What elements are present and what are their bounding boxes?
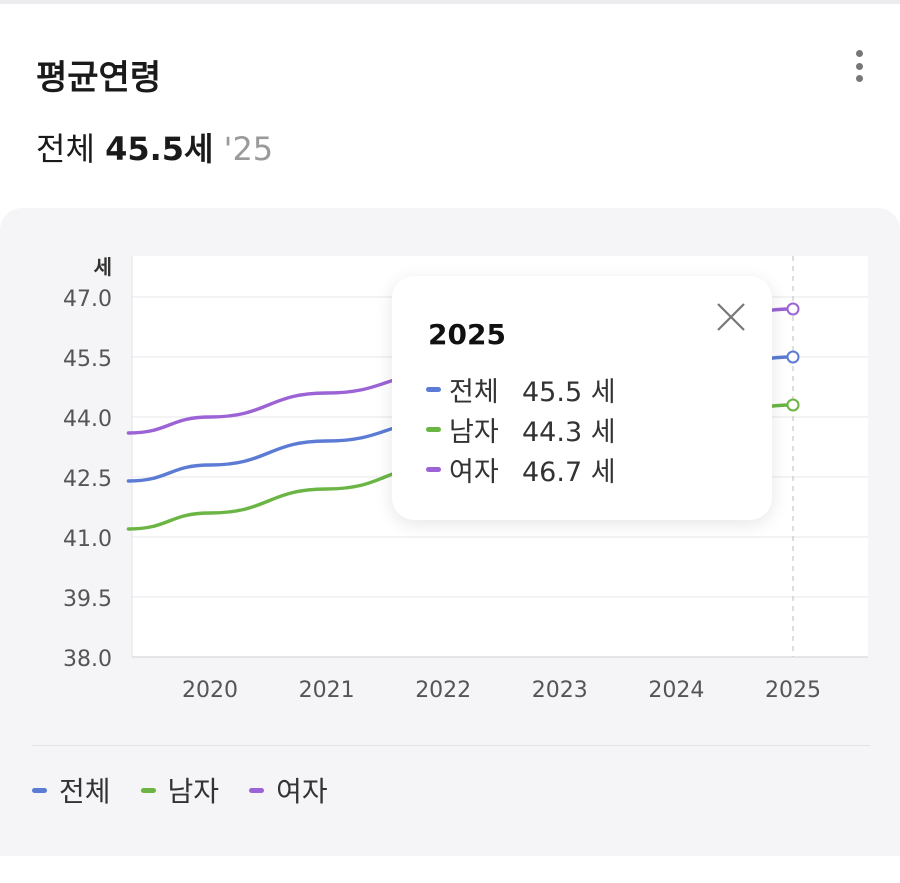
summary: 전체 45.5세 '25 bbox=[36, 124, 273, 170]
series-point bbox=[786, 302, 800, 316]
tooltip-swatch bbox=[426, 427, 441, 432]
tooltip-row-value: 46.7 세 bbox=[522, 457, 616, 488]
summary-year: '25 bbox=[223, 130, 274, 168]
legend-label: 여자 bbox=[276, 775, 328, 808]
y-tick-label: 42.5 bbox=[63, 467, 112, 492]
chart-tooltip: 2025 전체 45.5 세 남자 44.3 세 여자 46.7 세 bbox=[392, 276, 772, 520]
y-tick-label: 38.0 bbox=[63, 647, 112, 672]
close-icon[interactable] bbox=[714, 300, 748, 334]
y-tick-label: 39.5 bbox=[63, 587, 112, 612]
tooltip-swatch bbox=[426, 467, 441, 472]
y-axis-label: 세 bbox=[94, 255, 112, 279]
y-tick-label: 44.0 bbox=[63, 407, 112, 432]
legend: 전체 남자 여자 bbox=[32, 770, 328, 810]
x-tick-label: 2023 bbox=[532, 678, 588, 703]
series-point bbox=[786, 350, 800, 364]
legend-swatch bbox=[140, 787, 156, 793]
y-tick-label: 45.5 bbox=[63, 347, 112, 372]
page-title: 평균연령 bbox=[36, 58, 162, 98]
legend-swatch bbox=[249, 787, 265, 793]
tooltip-row-value: 45.5 세 bbox=[522, 377, 616, 408]
legend-label: 남자 bbox=[167, 775, 220, 808]
more-dot bbox=[855, 75, 863, 82]
x-tick-label: 2024 bbox=[648, 678, 704, 703]
x-tick-label: 2021 bbox=[299, 678, 355, 703]
legend-item-female[interactable]: 여자 bbox=[249, 770, 328, 810]
legend-item-male[interactable]: 남자 bbox=[140, 770, 220, 810]
series-point bbox=[786, 398, 800, 412]
legend-item-total[interactable]: 전체 bbox=[32, 770, 111, 810]
x-tick-label: 2025 bbox=[765, 678, 821, 703]
more-dot bbox=[855, 62, 863, 70]
tooltip-swatch bbox=[426, 387, 441, 392]
tooltip-row-female: 여자 46.7 세 bbox=[426, 450, 616, 489]
y-tick-label: 47.0 bbox=[63, 287, 112, 312]
tooltip-row-value: 44.3 세 bbox=[522, 417, 616, 448]
x-tick-label: 2020 bbox=[182, 678, 238, 703]
legend-swatch bbox=[32, 787, 47, 793]
tooltip-row-total: 전체 45.5 세 bbox=[426, 370, 616, 409]
y-tick-label: 41.0 bbox=[63, 527, 112, 552]
tooltip-year: 2025 bbox=[428, 318, 506, 351]
x-tick-label: 2022 bbox=[415, 678, 471, 703]
summary-value: 45.5세 bbox=[105, 130, 214, 168]
tooltip-row-label: 남자 bbox=[449, 417, 499, 448]
more-vertical-icon[interactable] bbox=[846, 46, 872, 86]
legend-divider bbox=[32, 745, 870, 746]
tooltip-row-male: 남자 44.3 세 bbox=[426, 410, 616, 449]
chart-panel: 38.0 39.5 41.0 42.5 44.0 45.5 47.0 세 2020 2021 202… bbox=[0, 208, 900, 856]
tooltip-row-label: 전체 bbox=[449, 377, 499, 408]
tooltip-row-label: 여자 bbox=[449, 457, 499, 488]
top-divider bbox=[0, 0, 900, 4]
legend-label: 전체 bbox=[59, 775, 111, 808]
more-dot bbox=[855, 50, 863, 57]
summary-label: 전체 bbox=[36, 130, 95, 168]
